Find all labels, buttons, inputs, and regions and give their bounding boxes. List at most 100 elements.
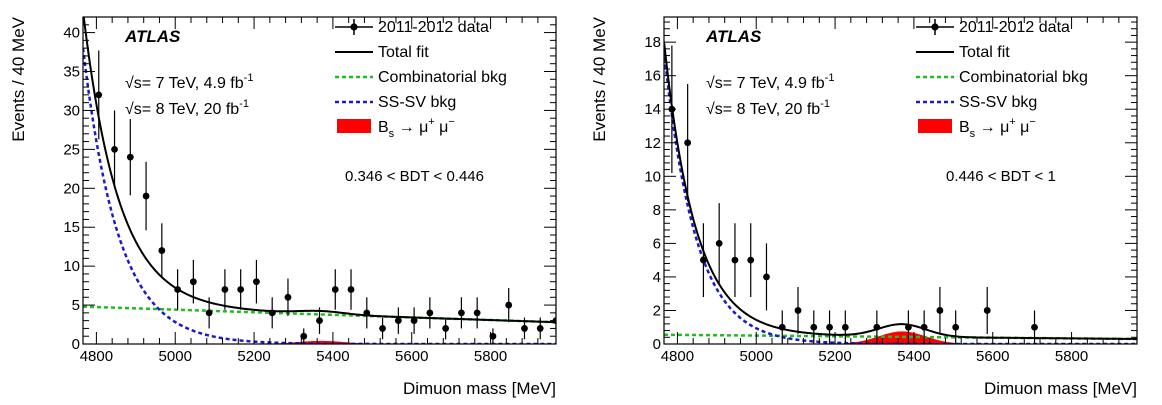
ss-sv-bkg-curve bbox=[83, 47, 556, 344]
luminosity-line: √s= 8 TeV, 20 fb-1 bbox=[125, 98, 249, 118]
data-point bbox=[142, 192, 150, 200]
y-tick-label: 25 bbox=[63, 141, 80, 158]
y-tick-label: 20 bbox=[63, 180, 80, 197]
x-tick-label: 5400 bbox=[316, 348, 349, 365]
legend-signal-marker bbox=[337, 119, 371, 133]
data-point bbox=[316, 317, 323, 325]
y-tick-label: 40 bbox=[63, 25, 80, 42]
legend-label-comb: Combinatorial bkg bbox=[959, 69, 1088, 86]
data-point bbox=[473, 309, 481, 317]
legend-label-total: Total fit bbox=[378, 44, 429, 61]
data-point bbox=[331, 286, 339, 293]
data-point bbox=[521, 325, 528, 332]
y-tick-label: 5 bbox=[72, 297, 80, 314]
legend-label-sssv: SS-SV bkg bbox=[959, 94, 1037, 111]
x-tick-label: 5800 bbox=[474, 348, 507, 365]
data-point bbox=[936, 307, 944, 314]
legend: 2011-2012 data Total fit Combinatorial bkg… bbox=[335, 19, 507, 140]
data-point bbox=[747, 256, 755, 264]
experiment-label: ATLAS bbox=[124, 27, 181, 46]
data-point bbox=[205, 309, 213, 317]
x-tick-label: 5600 bbox=[395, 348, 428, 365]
y-tick-label: 14 bbox=[644, 101, 661, 118]
data-point bbox=[700, 256, 707, 264]
luminosity-line: √s= 8 TeV, 20 fb-1 bbox=[706, 98, 830, 118]
ss-sv-bkg-curve bbox=[664, 50, 1137, 344]
legend-label-sssv: SS-SV bkg bbox=[378, 94, 456, 111]
data-point bbox=[268, 309, 276, 317]
x-axis-title: Dimuon mass [MeV] bbox=[984, 379, 1137, 398]
data-point bbox=[778, 323, 786, 331]
x-tick-label: 5200 bbox=[237, 348, 270, 365]
data-point bbox=[715, 239, 723, 247]
data-point bbox=[347, 286, 355, 293]
data-point bbox=[731, 256, 739, 264]
data-point bbox=[458, 309, 465, 317]
y-axis-title: Events / 40 MeV bbox=[590, 16, 609, 141]
y-tick-label: 10 bbox=[644, 168, 661, 185]
legend-label-data: 2011-2012 data bbox=[959, 19, 1070, 36]
data-point bbox=[111, 145, 118, 153]
legend-label-comb: Combinatorial bkg bbox=[378, 69, 507, 86]
legend-label-signal: Bs → μ+ μ− bbox=[959, 116, 1036, 140]
data-point bbox=[794, 307, 802, 314]
data-point bbox=[873, 323, 881, 331]
data-point bbox=[536, 325, 544, 332]
data-point bbox=[410, 317, 418, 325]
luminosity-line: √s= 7 TeV, 4.9 fb-1 bbox=[125, 72, 253, 92]
x-tick-label: 5800 bbox=[1055, 348, 1088, 365]
y-tick-label: 2 bbox=[653, 302, 661, 319]
y-tick-label: 8 bbox=[653, 202, 661, 219]
plot-frame bbox=[663, 16, 1138, 345]
y-tick-label: 15 bbox=[63, 219, 80, 236]
legend-label-data: 2011-2012 data bbox=[378, 19, 489, 36]
data-point bbox=[284, 293, 292, 301]
x-tick-label: 5000 bbox=[159, 348, 192, 365]
data-point bbox=[505, 301, 513, 309]
x-axis-title: Dimuon mass [MeV] bbox=[403, 379, 556, 398]
legend-signal-marker bbox=[918, 119, 952, 133]
luminosity-line: √s= 7 TeV, 4.9 fb-1 bbox=[706, 72, 834, 92]
x-tick-label: 5200 bbox=[818, 348, 851, 365]
x-tick-label: 4800 bbox=[80, 348, 113, 365]
data-point bbox=[221, 286, 229, 293]
total-fit-curve bbox=[83, 17, 556, 324]
signal-area bbox=[664, 331, 1137, 344]
data-point bbox=[158, 247, 166, 254]
data-point bbox=[810, 323, 818, 331]
data-point bbox=[489, 332, 497, 340]
chart-panel-right: 4800 5000 5200 5400 5600 5800 0 2 4 6 8 10 12 14 16 18 D… bbox=[590, 16, 1138, 398]
data-point bbox=[920, 323, 928, 331]
y-tick-label: 0 bbox=[72, 336, 80, 353]
legend-data-marker bbox=[931, 23, 939, 31]
y-tick-label: 4 bbox=[653, 269, 661, 286]
data-point bbox=[237, 286, 245, 293]
y-tick-label: 0 bbox=[653, 336, 661, 353]
data-point bbox=[394, 317, 402, 325]
data-point bbox=[253, 278, 260, 286]
data-point bbox=[95, 91, 103, 99]
data-point bbox=[174, 286, 182, 293]
legend-label-signal: Bs → μ+ μ− bbox=[378, 116, 455, 140]
x-tick-label: 5400 bbox=[897, 348, 930, 365]
legend-label-total: Total fit bbox=[959, 44, 1010, 61]
data-point bbox=[1031, 323, 1038, 331]
data-point bbox=[826, 323, 833, 331]
data-point bbox=[763, 273, 770, 281]
y-tick-label: 16 bbox=[644, 68, 661, 85]
data-point bbox=[426, 309, 434, 317]
data-point bbox=[300, 332, 308, 340]
data-point bbox=[684, 139, 692, 147]
data-point bbox=[126, 153, 134, 161]
experiment-label: ATLAS bbox=[705, 27, 762, 46]
total-fit-curve bbox=[664, 41, 1137, 340]
x-tick-label: 5600 bbox=[976, 348, 1009, 365]
plot-frame bbox=[82, 16, 557, 345]
y-tick-label: 6 bbox=[653, 235, 661, 252]
bdt-cut-label: 0.346 < BDT < 0.446 bbox=[345, 168, 484, 185]
data-points bbox=[668, 45, 1038, 344]
data-point bbox=[983, 307, 991, 314]
data-points bbox=[95, 50, 556, 344]
y-tick-label: 12 bbox=[644, 135, 661, 152]
legend-data-marker bbox=[350, 23, 358, 31]
